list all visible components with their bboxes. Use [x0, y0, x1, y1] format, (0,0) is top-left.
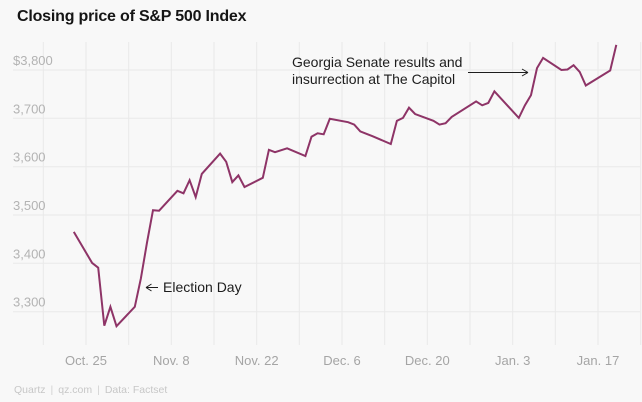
y-axis-label: $3,800 — [13, 53, 53, 68]
annotation-election-day: Election Day — [163, 279, 242, 295]
x-axis-label: Nov. 8 — [153, 353, 190, 368]
annotation-georgia-line2: insurrection at The Capitol — [292, 71, 455, 87]
footer-separator: | — [50, 384, 54, 396]
election-day-arrow-icon — [145, 283, 158, 292]
x-axis-label: Oct. 25 — [65, 353, 107, 368]
footer-separator: | — [97, 384, 100, 396]
y-axis-label: 3,500 — [13, 198, 46, 213]
x-axis-label: Jan. 17 — [577, 353, 620, 368]
chart-title: Closing price of S&P 500 Index — [17, 8, 247, 25]
x-axis-label: Jan. 3 — [495, 353, 530, 368]
chart-footer: Quartz | qz.com | Data: Factset — [14, 384, 167, 396]
footer-source: Data: Factset — [104, 384, 168, 396]
x-axis-label: Dec. 6 — [323, 353, 361, 368]
x-axis-label: Dec. 20 — [405, 353, 450, 368]
y-axis-label: 3,400 — [13, 246, 46, 261]
sp500-price-line — [72, 44, 618, 329]
footer-brand: Quartz — [14, 384, 46, 396]
georgia-arrow-icon — [468, 68, 529, 77]
y-axis-label: 3,600 — [13, 150, 46, 165]
annotation-georgia-line1: Georgia Senate results and — [292, 54, 462, 70]
x-axis-label: Nov. 22 — [235, 353, 279, 368]
y-axis-label: 3,300 — [13, 295, 46, 310]
footer-site: qz.com — [58, 384, 93, 396]
y-axis-label: 3,700 — [13, 101, 46, 116]
